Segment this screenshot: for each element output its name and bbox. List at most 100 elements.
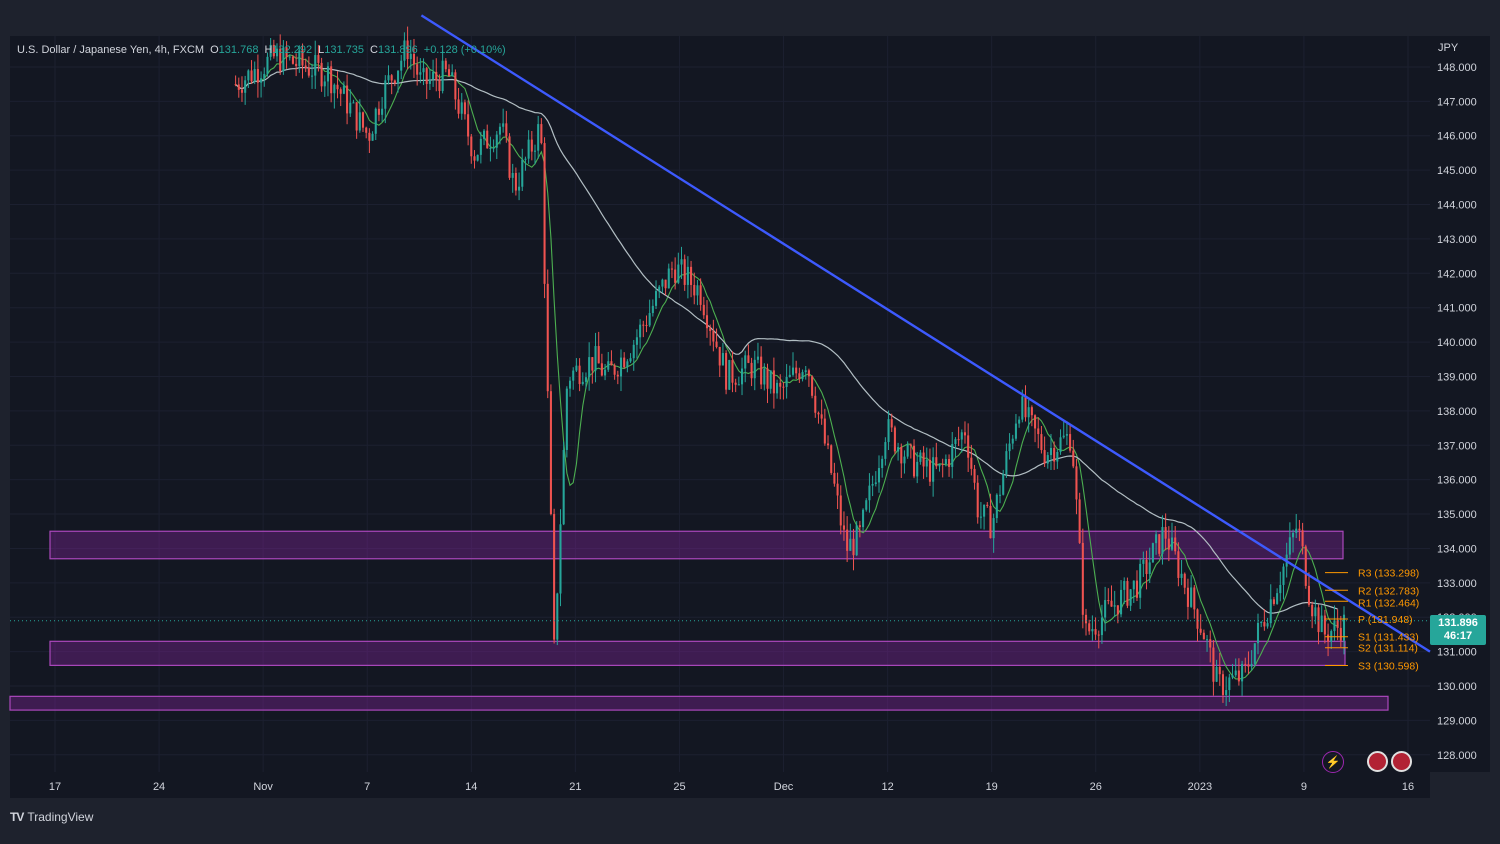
candle-body bbox=[941, 464, 944, 466]
candle-body bbox=[1056, 451, 1059, 462]
y-tick-label: 133.000 bbox=[1437, 578, 1477, 590]
candle-body bbox=[804, 370, 807, 373]
candle-body bbox=[1158, 534, 1161, 554]
candle-body bbox=[1021, 396, 1024, 420]
candle-body bbox=[998, 494, 1002, 496]
candle-body bbox=[1107, 600, 1110, 602]
candle-body bbox=[986, 504, 989, 506]
candle-body bbox=[247, 70, 250, 81]
high-label: H bbox=[264, 44, 273, 56]
candle-body bbox=[712, 330, 715, 342]
candle-body bbox=[1276, 593, 1279, 604]
candle-body bbox=[581, 381, 584, 385]
candle-body bbox=[1043, 450, 1046, 464]
candle-body bbox=[419, 72, 422, 75]
candle-body bbox=[282, 47, 285, 72]
candle-body bbox=[1018, 419, 1021, 424]
x-tick-label: 17 bbox=[49, 781, 61, 793]
candle-body bbox=[1088, 623, 1091, 632]
candle-body bbox=[1008, 443, 1011, 452]
candle-body bbox=[1123, 581, 1126, 590]
y-tick-label: 143.000 bbox=[1437, 234, 1477, 246]
candle-body bbox=[1206, 639, 1209, 641]
pivot-label: R2 (132.783) bbox=[1358, 585, 1419, 597]
candle-body bbox=[460, 102, 463, 114]
candle-body bbox=[855, 525, 858, 556]
candle-body bbox=[1177, 551, 1180, 578]
candle-body bbox=[492, 147, 495, 149]
candle-body bbox=[301, 50, 304, 66]
candle-body bbox=[572, 370, 575, 381]
y-tick-label: 148.000 bbox=[1437, 62, 1477, 74]
y-axis-ticks: 148.000 147.000 146.000 145.000 144.000 143.0… bbox=[1437, 62, 1477, 762]
candle-body bbox=[944, 459, 947, 465]
candle-body bbox=[250, 70, 253, 82]
lightning-icon[interactable]: ⚡ bbox=[1322, 751, 1344, 773]
open-value: 131.768 bbox=[218, 44, 259, 56]
candle-body bbox=[390, 75, 393, 81]
candle-body bbox=[1180, 573, 1183, 578]
candle-body bbox=[1323, 615, 1326, 635]
chart-pane bbox=[10, 36, 1430, 772]
candle-body bbox=[1256, 622, 1260, 644]
candle-body bbox=[922, 452, 925, 467]
x-tick-label: 21 bbox=[569, 781, 581, 793]
candle-body bbox=[1314, 607, 1317, 617]
y-tick-label: 145.000 bbox=[1437, 165, 1477, 177]
low-value: 131.735 bbox=[324, 44, 365, 56]
candle-body bbox=[441, 60, 444, 92]
candle-body bbox=[642, 324, 645, 326]
candle-body bbox=[683, 259, 686, 285]
candle-body bbox=[428, 79, 431, 84]
candle-body bbox=[753, 359, 756, 379]
support-resistance-zone bbox=[49, 530, 1344, 560]
candle-body bbox=[1272, 599, 1275, 604]
candle-body bbox=[368, 132, 371, 141]
candle-body bbox=[740, 368, 744, 385]
candle-body bbox=[1132, 580, 1135, 590]
candle-body bbox=[575, 365, 578, 371]
candle-body bbox=[263, 73, 266, 79]
candle-body bbox=[871, 483, 874, 486]
candle-body bbox=[1225, 690, 1228, 695]
candle-body bbox=[381, 108, 384, 115]
candle-body bbox=[1228, 677, 1231, 691]
candle-body bbox=[412, 53, 416, 65]
candle-body bbox=[244, 80, 247, 93]
candle-body bbox=[849, 538, 852, 551]
candle-body bbox=[387, 75, 390, 81]
y-tick-label: 142.000 bbox=[1437, 268, 1477, 280]
candle-body bbox=[932, 457, 935, 482]
candle-body bbox=[619, 357, 623, 377]
candle-body bbox=[1078, 499, 1081, 543]
candle-body bbox=[836, 483, 839, 496]
candle-body bbox=[731, 360, 734, 383]
candle-body bbox=[533, 150, 537, 152]
candle-body bbox=[371, 133, 374, 141]
candle-body bbox=[537, 124, 540, 151]
candle-body bbox=[463, 102, 466, 115]
candle-body bbox=[830, 445, 833, 473]
candle-body bbox=[912, 445, 916, 477]
candle-body bbox=[976, 482, 979, 518]
candle-body bbox=[594, 346, 597, 371]
candle-body bbox=[275, 48, 279, 57]
candle-body bbox=[992, 518, 995, 539]
candle-body bbox=[935, 457, 938, 467]
candle-body bbox=[444, 60, 447, 70]
candle-body bbox=[1279, 584, 1282, 594]
candle-body bbox=[473, 156, 476, 161]
pivot-label: S3 (130.598) bbox=[1358, 660, 1419, 672]
candle-body bbox=[868, 485, 871, 501]
tradingview-brand[interactable]: TV TradingView bbox=[10, 810, 93, 824]
candle-body bbox=[1215, 666, 1218, 682]
us-flag-icon[interactable] bbox=[1367, 751, 1388, 772]
candle-body bbox=[591, 357, 594, 371]
candle-body bbox=[776, 382, 779, 394]
candle-body bbox=[1196, 609, 1199, 629]
us-flag-icon[interactable] bbox=[1391, 751, 1412, 772]
candle-body bbox=[355, 102, 358, 131]
x-tick-label: 24 bbox=[153, 781, 165, 793]
candle-body bbox=[833, 472, 836, 484]
